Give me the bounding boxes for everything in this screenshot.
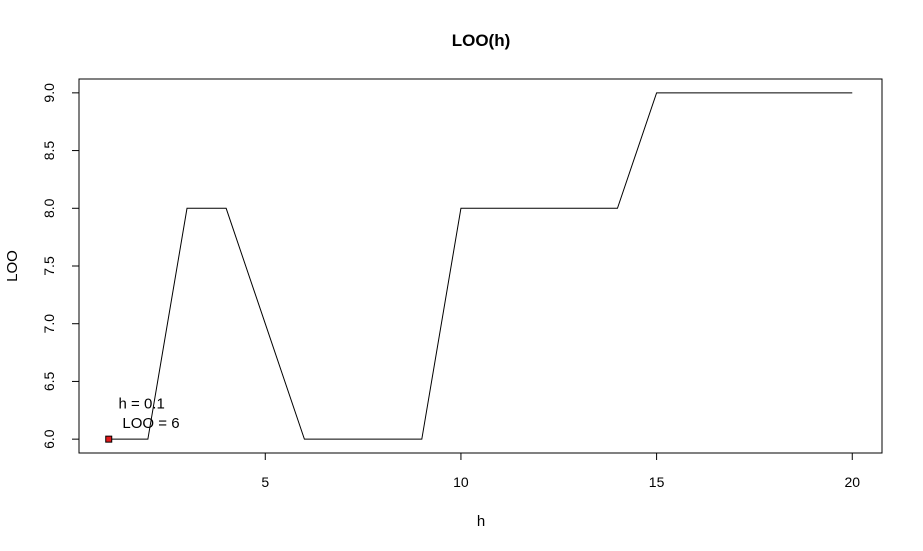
annotation-label: LOO = 6 (122, 415, 179, 432)
y-axis-label: LOO (4, 250, 21, 282)
y-tick-label: 7.5 (41, 256, 57, 276)
y-tick-label: 7.0 (41, 314, 57, 334)
highlight-marker (105, 435, 113, 443)
y-tick-label: 6.5 (41, 371, 57, 391)
x-tick-label: 10 (453, 474, 469, 490)
x-tick-label: 20 (844, 474, 860, 490)
x-tick-label: 5 (261, 474, 269, 490)
annotation-label: h = 0.1 (119, 395, 165, 412)
y-tick-label: 6.0 (41, 429, 57, 449)
y-axis: 6.0 6.5 7.0 7.5 8.0 8.5 9.0 (41, 83, 80, 449)
x-axis: 5 10 15 20 (261, 452, 860, 490)
y-tick-label: 8.0 (41, 198, 57, 218)
plot-frame (78, 78, 883, 454)
series-line (108, 92, 853, 440)
y-tick-label: 9.0 (41, 83, 57, 103)
y-tick-label: 8.5 (41, 141, 57, 161)
x-tick-label: 15 (649, 474, 665, 490)
x-axis-label: h (477, 513, 485, 530)
chart-title: LOO(h) (452, 31, 511, 50)
annotations: h = 0.1 LOO = 6 (119, 395, 180, 432)
